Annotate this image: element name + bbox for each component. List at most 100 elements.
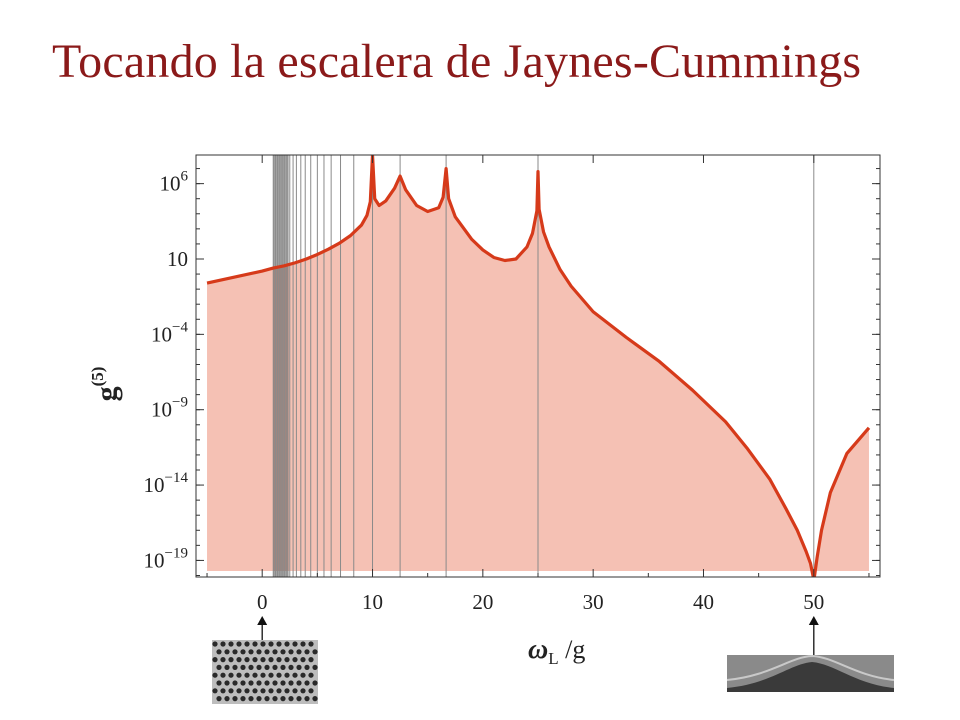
crystal-hole — [228, 641, 234, 647]
x-tick-label: 50 — [803, 590, 824, 614]
crystal-hole — [304, 664, 310, 671]
crystal-hole — [228, 688, 234, 694]
crystal-hole — [300, 672, 306, 678]
crystal-hole — [252, 688, 258, 694]
crystal-hole — [232, 696, 238, 702]
crystal-hole — [300, 688, 306, 694]
crystal-hole — [240, 649, 246, 655]
crystal-hole — [312, 680, 318, 686]
crystal-hole — [284, 641, 290, 647]
crystal-hole — [292, 688, 298, 694]
crystal-hole — [244, 657, 250, 663]
crystal-hole — [272, 649, 278, 655]
crystal-hole — [276, 641, 282, 647]
crystal-hole — [276, 657, 282, 663]
y-tick-label: 10−19 — [144, 545, 188, 572]
crystal-hole — [220, 688, 226, 694]
x-axis-label: ωL /g — [528, 634, 585, 668]
crystal-hole — [232, 680, 238, 686]
arrow-to-crystal-head — [257, 616, 268, 625]
crystal-hole — [284, 657, 290, 663]
crystal-hole — [296, 680, 302, 686]
crystal-hole — [232, 664, 238, 671]
crystal-hole — [268, 657, 274, 663]
crystal-hole — [288, 664, 294, 671]
crystal-hole — [296, 664, 302, 671]
crystal-hole — [236, 641, 242, 647]
crystal-hole — [244, 672, 250, 678]
crystal-hole — [244, 688, 250, 694]
y-tick-label: 106 — [160, 169, 189, 196]
crystal-hole — [308, 688, 314, 694]
crystal-hole — [220, 672, 226, 678]
cavity-bump — [727, 662, 894, 692]
dense-resonance-band — [273, 155, 289, 577]
crystal-hole — [308, 672, 314, 678]
crystal-hole — [232, 649, 238, 655]
crystal-hole — [256, 649, 262, 655]
crystal-hole — [228, 672, 234, 678]
crystal-hole — [224, 696, 230, 702]
crystal-hole — [264, 696, 270, 702]
crystal-hole — [264, 680, 270, 686]
crystal-hole — [304, 649, 310, 655]
crystal-hole — [212, 688, 218, 694]
crystal-hole — [240, 680, 246, 686]
x-tick-label: 10 — [362, 590, 383, 614]
crystal-hole — [300, 657, 306, 663]
cavity-edge — [726, 654, 895, 681]
y-tick-label: 10 — [167, 247, 188, 271]
crystal-hole — [248, 649, 254, 655]
crystal-hole — [252, 672, 258, 678]
crystal-hole — [300, 641, 306, 647]
x-tick-label: 40 — [693, 590, 714, 614]
crystal-hole — [272, 696, 278, 702]
crystal-hole — [248, 664, 254, 671]
x-tick-label: 20 — [472, 590, 493, 614]
crystal-hole — [240, 696, 246, 702]
crystal-hole — [236, 688, 242, 694]
crystal-hole — [248, 696, 254, 702]
crystal-hole — [256, 664, 262, 671]
crystal-hole — [272, 664, 278, 671]
crystal-hole — [224, 649, 230, 655]
crystal-hole — [216, 649, 222, 655]
crystal-hole — [284, 672, 290, 678]
slide-title: Tocando la escalera de Jaynes-Cummings — [52, 35, 862, 88]
crystal-hole — [216, 664, 222, 671]
crystal-hole — [280, 696, 286, 702]
crystal-hole — [220, 641, 226, 647]
crystal-hole — [256, 680, 262, 686]
crystal-hole — [216, 696, 222, 702]
crystal-hole — [280, 664, 286, 671]
crystal-hole — [296, 696, 302, 702]
crystal-hole — [276, 688, 282, 694]
crystal-hole — [272, 680, 278, 686]
g5-curve — [206, 155, 871, 577]
crystal-hole — [236, 672, 242, 678]
crystal-hole — [240, 664, 246, 671]
photonic-crystal-micrograph — [212, 640, 318, 704]
crystal-hole — [312, 649, 318, 655]
crystal-hole — [268, 641, 274, 647]
crystal-hole — [228, 657, 234, 663]
crystal-hole — [280, 680, 286, 686]
crystal-hole — [268, 688, 274, 694]
crystal-hole — [260, 688, 266, 694]
crystal-hole — [276, 672, 282, 678]
crystal-hole — [308, 657, 314, 663]
arrow-to-cavity-head — [808, 616, 819, 625]
crystal-hole — [224, 664, 230, 671]
crystal-hole — [288, 649, 294, 655]
crystal-hole — [312, 696, 318, 702]
crystal-hole — [264, 649, 270, 655]
crystal-hole — [220, 657, 226, 663]
crystal-hole — [212, 672, 218, 678]
crystal-hole — [292, 641, 298, 647]
cavity-micrograph — [726, 654, 895, 692]
crystal-hole — [312, 664, 318, 671]
crystal-hole — [304, 696, 310, 702]
y-axis-label: g(5) — [88, 367, 123, 402]
crystal-hole — [292, 657, 298, 663]
